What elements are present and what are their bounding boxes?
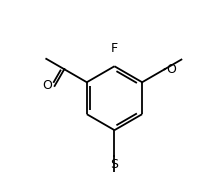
Text: F: F: [111, 42, 118, 55]
Text: S: S: [110, 158, 118, 171]
Text: O: O: [42, 80, 52, 92]
Text: O: O: [166, 63, 176, 76]
